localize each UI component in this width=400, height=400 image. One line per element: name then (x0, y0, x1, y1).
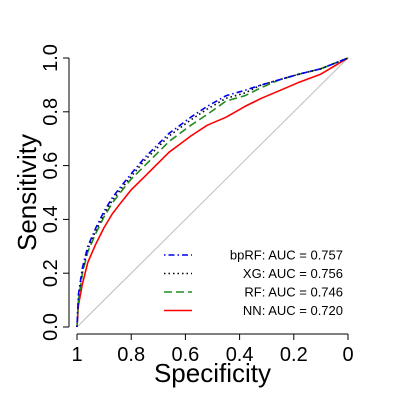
roc-line-xg (76, 57, 349, 328)
plot-area (76, 57, 349, 328)
x-tick-label: 0 (342, 344, 353, 366)
x-tick-label: 0.6 (171, 344, 199, 366)
x-tick-label: 1 (71, 344, 82, 366)
x-axis-title: Specificity (154, 358, 271, 388)
x-tick-label: 0.2 (280, 344, 308, 366)
legend-label-bprf: bpRF: AUC = 0.757 (230, 248, 343, 263)
axes: 1 0.8 0.6 0.4 0.2 0 0.0 0.2 0.4 0.6 0.8 1.0 (40, 44, 354, 366)
legend-label-rf: RF: AUC = 0.746 (244, 285, 343, 300)
y-tick-label: 0.4 (40, 205, 62, 233)
x-tick-label: 0.8 (117, 344, 145, 366)
roc-line-bprf (76, 57, 349, 328)
legend-label-xg: XG: AUC = 0.756 (243, 266, 343, 281)
y-tick-label: 0.2 (40, 259, 62, 287)
reference-diagonal-line (76, 57, 349, 328)
series-layer (76, 57, 349, 328)
y-tick-label: 0.0 (40, 313, 62, 341)
legend-label-nn: NN: AUC = 0.720 (243, 303, 343, 318)
y-tick-label: 1.0 (40, 44, 62, 72)
legend: bpRF: AUC = 0.757 XG: AUC = 0.756 RF: AUC … (164, 248, 343, 318)
roc-line-nn (76, 57, 349, 328)
y-tick-label: 0.6 (40, 152, 62, 180)
x-tick-label: 0.4 (226, 344, 254, 366)
x-ticks: 1 0.8 0.6 0.4 0.2 0 (71, 334, 354, 366)
y-axis-title: Sensitivity (12, 134, 42, 251)
y-tick-label: 0.8 (40, 98, 62, 126)
y-ticks: 0.0 0.2 0.4 0.6 0.8 1.0 (40, 44, 69, 341)
